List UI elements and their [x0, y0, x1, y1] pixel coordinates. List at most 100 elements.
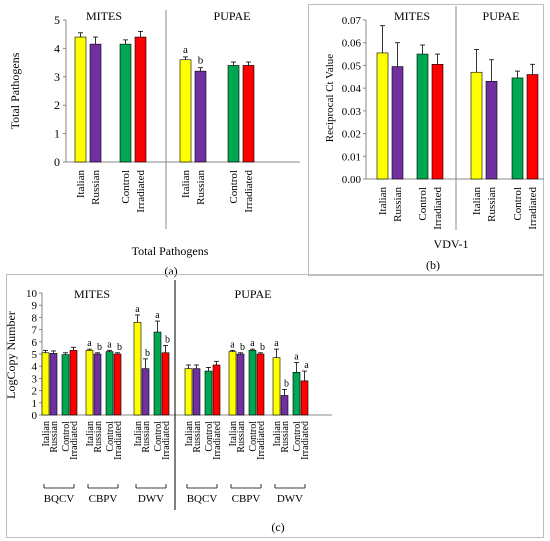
c-group-label: DWV — [277, 493, 303, 505]
c-y-tick-label: 6 — [32, 337, 38, 349]
c-x-tick-label: Control — [153, 421, 164, 452]
c-bar-italian — [41, 352, 50, 416]
c-bar-control — [292, 371, 301, 416]
a-y-tick-label: 5 — [54, 13, 60, 27]
c-x-tick-label: Irradiated — [256, 421, 267, 460]
c-x-tick-label: Irradiated — [161, 421, 172, 460]
c-x-tick-label: Control — [204, 421, 215, 452]
c-bar-italian — [272, 357, 281, 416]
a-x-tick-label: Italian — [180, 170, 192, 199]
b-x-tick-label: Italian — [471, 187, 483, 216]
c-significance-letter: a — [250, 338, 255, 349]
c-y-tick-label: 3 — [32, 373, 38, 385]
c-x-tick-label: Control — [292, 421, 303, 452]
c-x-tick-label: Irradiated — [212, 421, 223, 460]
c-bar-italian — [184, 368, 193, 416]
b-x-tick-label: Russian — [486, 187, 498, 222]
c-x-tick-label: Control — [105, 421, 116, 452]
c-x-tick-label: Russian — [93, 421, 104, 453]
a-x-tick-label: Control — [228, 170, 240, 204]
b-x-tick-label: Control — [512, 187, 524, 221]
a-y-axis-title: Total Pathogens — [8, 52, 22, 129]
c-x-tick-label: Russian — [236, 421, 247, 453]
a-section-label: MITES — [86, 9, 122, 23]
c-y-tick-label: 8 — [32, 312, 38, 324]
c-bar-italian — [133, 321, 142, 416]
c-significance-letter: a — [274, 338, 279, 349]
b-y-tick-label: 0.03 — [342, 106, 362, 118]
b-x-tick-label: Italian — [377, 187, 389, 216]
c-x-tick-label: Control — [61, 421, 72, 452]
a-section-label: PUPAE — [214, 9, 251, 23]
b-y-tick-label: 0.01 — [342, 151, 361, 163]
a-x-tick-label: Control — [120, 170, 132, 204]
c-bar-irradiated — [161, 352, 170, 416]
a-x-tick-label: Irradiated — [135, 170, 147, 213]
b-x-tick-label: Irradiated — [527, 187, 539, 230]
a-x-tick-label: Russian — [90, 170, 102, 205]
c-significance-letter: b — [97, 342, 102, 353]
c-bar-russian — [280, 395, 289, 416]
b-panel-label: (b) — [426, 258, 440, 272]
b-y-tick-label: 0.04 — [342, 83, 362, 95]
c-significance-letter: b — [284, 378, 289, 389]
panel-b-frame — [308, 4, 544, 276]
c-bar-russian — [93, 353, 102, 416]
c-y-tick-label: 4 — [32, 361, 38, 373]
b-section-label: PUPAE — [483, 9, 520, 23]
c-bar-irradiated — [256, 353, 265, 416]
c-bar-russian — [192, 368, 201, 416]
c-group-label: BQCV — [187, 493, 218, 505]
c-y-tick-label: 9 — [32, 300, 38, 312]
c-x-tick-label: Irradiated — [113, 421, 124, 460]
panel-c-frame — [6, 274, 544, 538]
c-group-label: CBPV — [232, 493, 261, 505]
c-significance-letter: a — [87, 338, 92, 349]
c-y-tick-label: 1 — [32, 398, 38, 410]
b-y-tick-label: 0.07 — [342, 15, 362, 27]
c-y-tick-label: 0 — [32, 410, 38, 422]
c-bar-italian — [228, 351, 237, 416]
a-y-tick-label: 0 — [54, 155, 60, 169]
a-y-tick-label: 4 — [54, 41, 60, 55]
c-group-label: CBPV — [89, 493, 118, 505]
c-significance-letter: a — [294, 352, 299, 363]
c-group-label: DWV — [138, 493, 164, 505]
c-x-tick-label: Italian — [85, 421, 96, 447]
c-x-tick-label: Russian — [141, 421, 152, 453]
c-significance-letter: b — [260, 342, 265, 353]
a-x-tick-label: Italian — [75, 170, 87, 199]
c-significance-letter: b — [145, 348, 150, 359]
b-y-tick-label: 0.06 — [342, 38, 362, 50]
b-section-label: MITES — [394, 9, 430, 23]
b-x-tick-label: Control — [417, 187, 429, 221]
c-x-tick-label: Italian — [133, 421, 144, 447]
b-y-tick-label: 0.05 — [342, 60, 362, 72]
c-significance-letter: b — [117, 342, 122, 353]
c-y-tick-label: 7 — [32, 325, 38, 337]
a-y-tick-label: 1 — [54, 127, 60, 141]
c-bar-control — [61, 354, 70, 416]
c-bar-russian — [49, 353, 58, 416]
a-x-tick-label: Irradiated — [243, 170, 255, 213]
a-x-axis-title: Total Pathogens — [132, 244, 209, 258]
c-significance-letter: b — [240, 342, 245, 353]
c-x-tick-label: Italian — [272, 421, 283, 447]
c-x-tick-label: Control — [248, 421, 259, 452]
b-y-axis-title: Reciprocal Ct Value — [324, 54, 336, 142]
c-significance-letter: a — [230, 339, 235, 350]
a-y-tick-label: 3 — [54, 70, 60, 84]
b-y-tick-label: 0.00 — [342, 174, 362, 186]
c-bar-irradiated — [69, 350, 78, 416]
c-significance-letter: b — [165, 334, 170, 345]
c-x-tick-label: Italian — [228, 421, 239, 447]
b-x-tick-label: Russian — [392, 187, 404, 222]
c-section-label: MITES — [74, 287, 110, 301]
a-y-tick-label: 2 — [54, 98, 60, 112]
c-bar-italian — [85, 350, 94, 416]
c-x-tick-label: Russian — [49, 421, 60, 453]
a-significance-letter: a — [183, 44, 188, 56]
b-y-tick-label: 0.02 — [342, 129, 361, 141]
